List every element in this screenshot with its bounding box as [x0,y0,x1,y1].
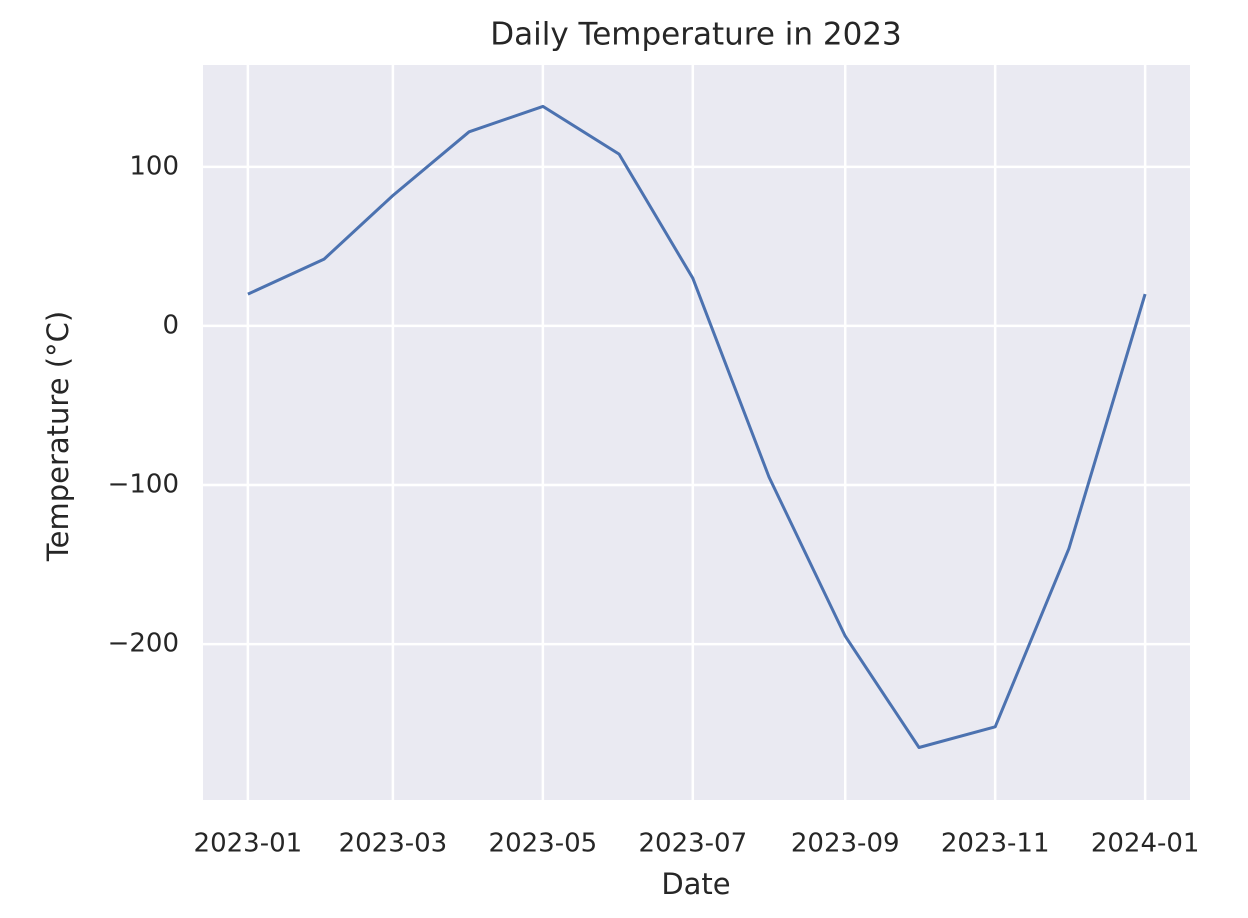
line-series [247,104,1147,749]
x-tick-label: 2023-07 [638,829,747,859]
x-tick-label: 2023-11 [941,829,1050,859]
chart-title: Daily Temperature in 2023 [490,17,902,53]
y-tick-label: −200 [108,629,179,659]
x-tick-label: 2023-01 [194,829,303,859]
y-axis-label: Temperature (°C) [41,311,75,562]
x-tick-label: 2023-03 [339,829,448,859]
x-axis-label: Date [661,867,730,901]
y-tick-label: 100 [129,151,179,181]
plot-area [203,65,1190,800]
x-tick-label: 2023-09 [791,829,900,859]
x-tick-label: 2023-05 [489,829,598,859]
y-tick-label: −100 [108,470,179,500]
y-tick-label: 0 [162,310,179,340]
x-tick-label: 2024-01 [1091,829,1200,859]
